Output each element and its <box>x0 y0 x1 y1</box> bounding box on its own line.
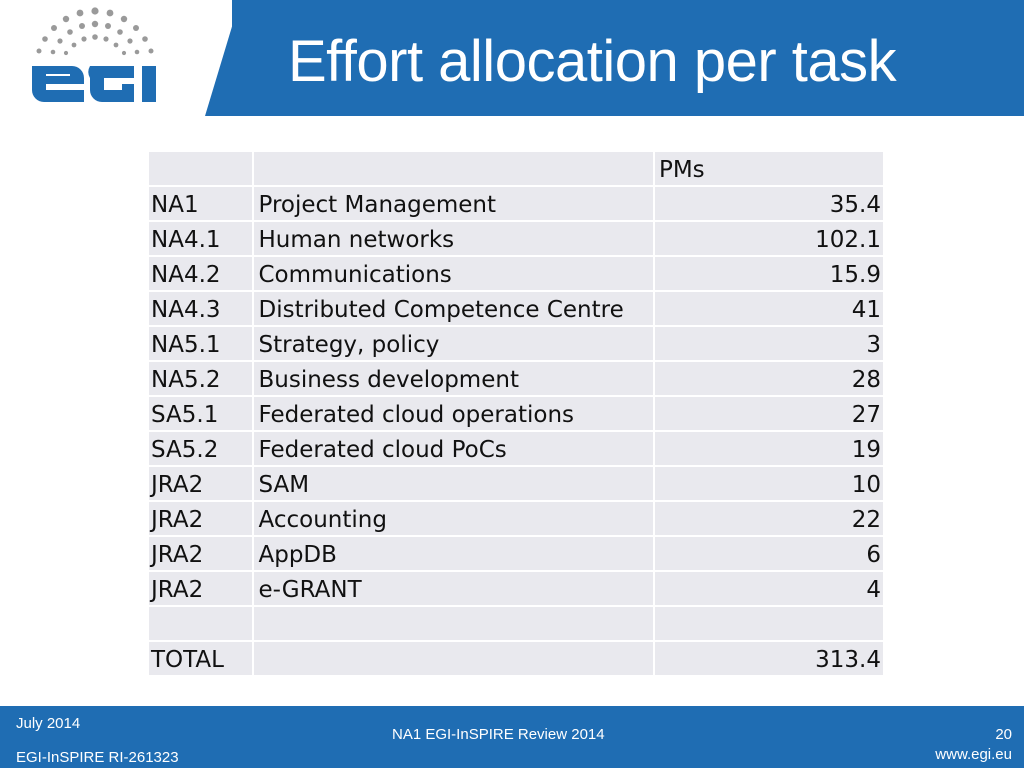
empty-cell <box>148 606 253 641</box>
task-name: Strategy, policy <box>252 326 654 361</box>
empty-cell <box>653 606 884 641</box>
task-name: AppDB <box>252 536 654 571</box>
header-cell-id <box>148 151 253 186</box>
task-pms: 27 <box>653 396 884 431</box>
task-name: Distributed Competence Centre <box>252 291 654 326</box>
table-row: SA5.2 Federated cloud PoCs 19 <box>148 431 884 466</box>
table-row: NA4.1 Human networks 102.1 <box>148 221 884 256</box>
task-pms: 15.9 <box>653 256 884 291</box>
task-pms: 19 <box>653 431 884 466</box>
table-row: NA5.1 Strategy, policy 3 <box>148 326 884 361</box>
task-pms: 28 <box>653 361 884 396</box>
total-pms: 313.4 <box>653 641 884 676</box>
task-id: JRA2 <box>148 466 253 501</box>
logo <box>0 0 232 116</box>
header-band: Effort allocation per task <box>0 0 1024 116</box>
task-id: NA4.1 <box>148 221 253 256</box>
task-name: Federated cloud operations <box>252 396 654 431</box>
empty-cell <box>252 641 654 676</box>
table-row: JRA2 Accounting 22 <box>148 501 884 536</box>
task-name: Communications <box>252 256 654 291</box>
task-name: Accounting <box>252 501 654 536</box>
total-label: TOTAL <box>148 641 253 676</box>
task-pms: 102.1 <box>653 221 884 256</box>
table-row: NA4.2 Communications 15.9 <box>148 256 884 291</box>
table-row: NA4.3 Distributed Competence Centre 41 <box>148 291 884 326</box>
table-total-row: TOTAL 313.4 <box>148 641 884 676</box>
footer-project: EGI-InSPIRE RI-261323 <box>16 749 179 766</box>
table-spacer-row <box>148 606 884 641</box>
task-id: JRA2 <box>148 571 253 606</box>
footer-date: July 2014 <box>16 715 81 732</box>
task-pms: 22 <box>653 501 884 536</box>
egi-logo-icon <box>32 7 156 102</box>
page-title: Effort allocation per task <box>288 29 897 94</box>
task-pms: 6 <box>653 536 884 571</box>
task-name: Business development <box>252 361 654 396</box>
task-name: Project Management <box>252 186 654 221</box>
footer-url: www.egi.eu <box>935 746 1012 763</box>
task-id: NA1 <box>148 186 253 221</box>
task-pms: 10 <box>653 466 884 501</box>
table-header-row: PMs <box>148 151 884 186</box>
task-id: JRA2 <box>148 536 253 571</box>
task-name: Human networks <box>252 221 654 256</box>
task-name: e-GRANT <box>252 571 654 606</box>
table-row: JRA2 e-GRANT 4 <box>148 571 884 606</box>
table-row: JRA2 SAM 10 <box>148 466 884 501</box>
task-name: SAM <box>252 466 654 501</box>
table-row: JRA2 AppDB 6 <box>148 536 884 571</box>
footer-band: July 2014 EGI-InSPIRE RI-261323 NA1 EGI-… <box>0 706 1024 768</box>
task-id: SA5.1 <box>148 396 253 431</box>
task-name: Federated cloud PoCs <box>252 431 654 466</box>
effort-table: PMs NA1 Project Management 35.4 NA4.1 Hu… <box>148 151 884 676</box>
task-id: NA5.1 <box>148 326 253 361</box>
page-number: 20 <box>995 726 1012 743</box>
task-pms: 41 <box>653 291 884 326</box>
empty-cell <box>252 606 654 641</box>
footer-center-text: NA1 EGI-InSPIRE Review 2014 <box>392 726 605 743</box>
table-row: NA1 Project Management 35.4 <box>148 186 884 221</box>
task-id: JRA2 <box>148 501 253 536</box>
table-row: SA5.1 Federated cloud operations 27 <box>148 396 884 431</box>
task-pms: 4 <box>653 571 884 606</box>
task-pms: 35.4 <box>653 186 884 221</box>
task-id: SA5.2 <box>148 431 253 466</box>
task-id: NA4.2 <box>148 256 253 291</box>
task-id: NA5.2 <box>148 361 253 396</box>
task-pms: 3 <box>653 326 884 361</box>
table-row: NA5.2 Business development 28 <box>148 361 884 396</box>
task-id: NA4.3 <box>148 291 253 326</box>
header-cell-pms: PMs <box>653 151 884 186</box>
header-cell-name <box>252 151 654 186</box>
